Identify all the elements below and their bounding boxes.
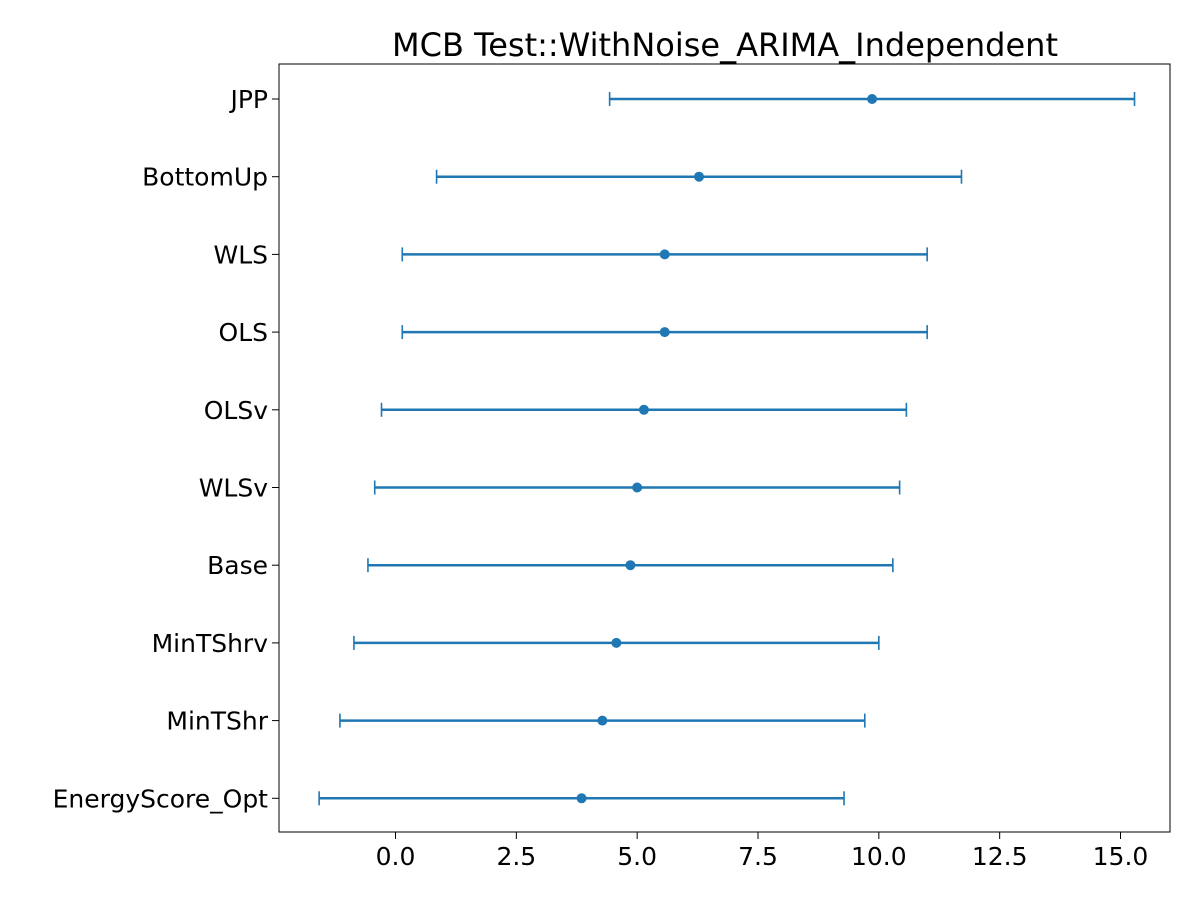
y-tick-label: MinTShr — [166, 707, 268, 736]
mean-point — [597, 715, 608, 726]
errorbar-row — [401, 247, 928, 262]
y-tick-label: BottomUp — [142, 163, 268, 192]
errorbar-row — [608, 92, 1136, 106]
y-tick-label: MinTShrv — [152, 629, 269, 658]
y-tick-label: OLSv — [204, 396, 268, 425]
x-tick-label: 7.5 — [738, 842, 778, 871]
y-tick-label: OLS — [219, 318, 268, 347]
y-tick-label: Base — [207, 551, 268, 580]
errorbar-row — [318, 791, 845, 806]
x-tick-label: 0.0 — [376, 842, 416, 871]
y-tick-label: WLSv — [199, 474, 269, 503]
mean-point — [638, 404, 649, 415]
y-axis: JPP BottomUp WLS OLS OLSv WLSv Base MinTShrv Min… — [53, 85, 279, 813]
mean-point — [694, 171, 705, 182]
x-tick-label: 15.0 — [1093, 842, 1149, 871]
mean-point — [611, 637, 622, 648]
mean-point — [625, 560, 636, 571]
errorbar-row — [380, 402, 908, 417]
plot-marks — [318, 92, 1136, 806]
errorbar-row — [373, 480, 901, 495]
y-tick-label: JPP — [228, 85, 268, 114]
mean-point — [867, 94, 878, 104]
x-tick-label: 2.5 — [496, 842, 536, 871]
x-tick-label: 10.0 — [851, 842, 907, 871]
errorbar-row — [339, 713, 866, 728]
errorbar-row — [367, 558, 894, 573]
x-axis: 0.0 2.5 5.0 7.5 10.0 12.5 15.0 — [376, 832, 1149, 871]
x-tick-label: 5.0 — [617, 842, 657, 871]
plot-frame — [278, 63, 1171, 833]
mean-point — [632, 482, 643, 493]
mean-point — [659, 249, 670, 260]
errorbar-row — [353, 635, 880, 650]
y-tick-label: WLS — [213, 240, 268, 269]
errorbar-row — [435, 169, 963, 184]
chart-title: MCB Test::WithNoise_ARIMA_Independent — [392, 26, 1058, 64]
mean-point — [659, 327, 670, 338]
y-tick-label: EnergyScore_Opt — [53, 784, 269, 813]
x-tick-label: 12.5 — [972, 842, 1028, 871]
mean-point — [576, 793, 587, 804]
errorbar-row — [401, 325, 928, 340]
